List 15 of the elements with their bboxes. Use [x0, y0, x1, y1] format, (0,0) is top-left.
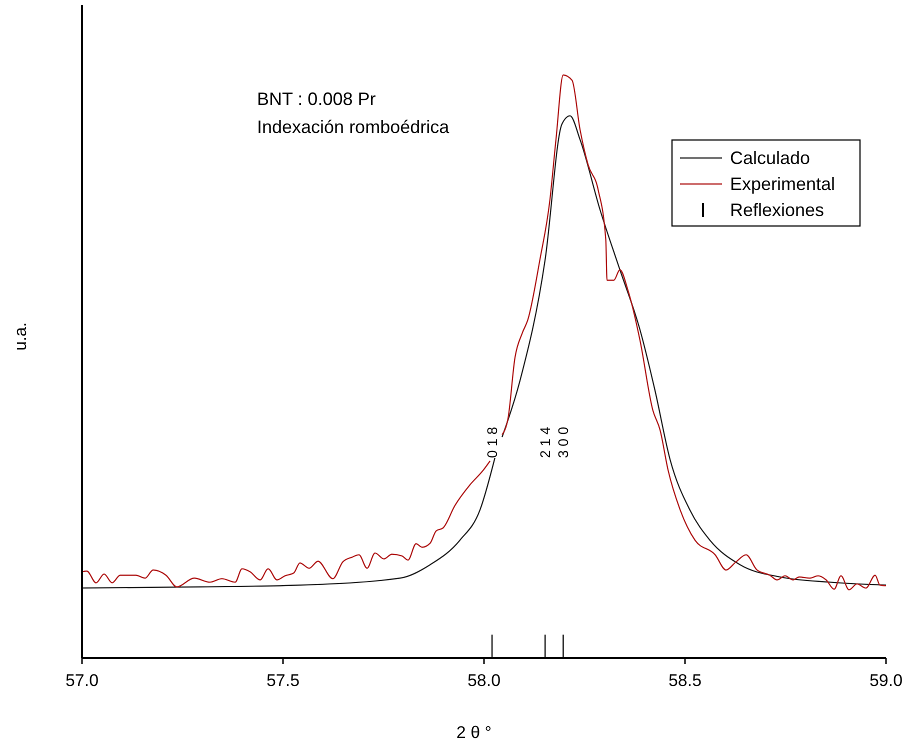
text: Indexación romboédrica: [257, 117, 450, 137]
x-tick-label: 58.0: [467, 671, 501, 690]
legend-label: Calculado: [730, 148, 810, 168]
x-tick-label: 57.5: [266, 671, 300, 690]
y-axis-title: u.a.: [11, 322, 30, 351]
x-axis-title: 2 θ °: [456, 723, 492, 742]
x-tick-label: 57.0: [65, 671, 99, 690]
x-tick-label: 59.0: [869, 671, 903, 690]
legend-label: Reflexiones: [730, 200, 824, 220]
annotation: 0 1 8: [484, 426, 500, 458]
legend-label: Experimental: [730, 174, 836, 194]
annotation: 2 1 4: [537, 426, 554, 458]
annotation: 3 0 0: [555, 426, 572, 458]
text: BNT : 0.008 Pr: [257, 89, 376, 109]
x-tick-label: 58.5: [668, 671, 702, 690]
